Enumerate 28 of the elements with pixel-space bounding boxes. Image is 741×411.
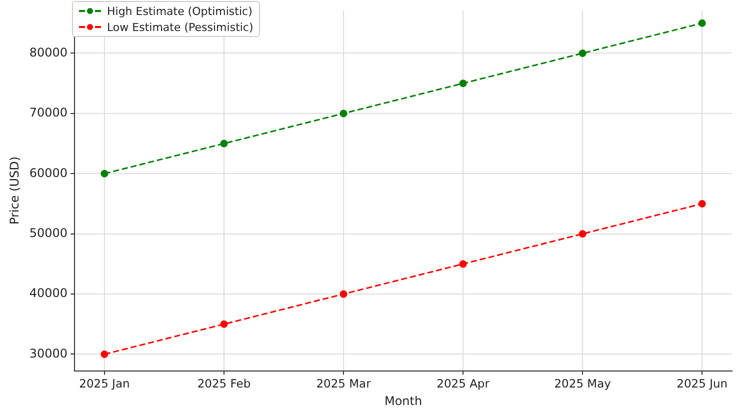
- y-tick-label: 40000: [29, 286, 68, 300]
- y-axis-title: Price (USD): [7, 156, 22, 225]
- point: [220, 320, 228, 328]
- y-tick-label: 60000: [29, 166, 68, 180]
- y-tick-label: 70000: [29, 106, 68, 120]
- x-tick-label: 2025 Jun: [676, 376, 728, 391]
- point: [340, 110, 348, 118]
- x-tick-label: 2025 Apr: [436, 376, 490, 391]
- point: [459, 260, 467, 268]
- point: [459, 80, 467, 88]
- y-tick-label: 30000: [29, 346, 68, 360]
- point: [698, 19, 706, 27]
- x-axis-title: Month: [384, 394, 422, 408]
- x-tick-label: 2025 Feb: [197, 376, 251, 391]
- point: [100, 350, 108, 358]
- point: [698, 200, 706, 208]
- y-tick-label: 80000: [29, 45, 68, 60]
- y-tick-label: 50000: [29, 226, 68, 240]
- point: [220, 140, 228, 148]
- x-tick-label: 2025 May: [554, 376, 612, 391]
- legend-label: High Estimate (Optimistic): [107, 4, 252, 18]
- point: [578, 230, 586, 238]
- x-tick-label: 2025 Jan: [79, 376, 130, 391]
- x-tick-label: 2025 Mar: [316, 376, 372, 391]
- point: [340, 290, 348, 298]
- legend-label: Low Estimate (Pessimistic): [107, 20, 254, 34]
- point: [578, 49, 586, 57]
- point: [100, 170, 108, 178]
